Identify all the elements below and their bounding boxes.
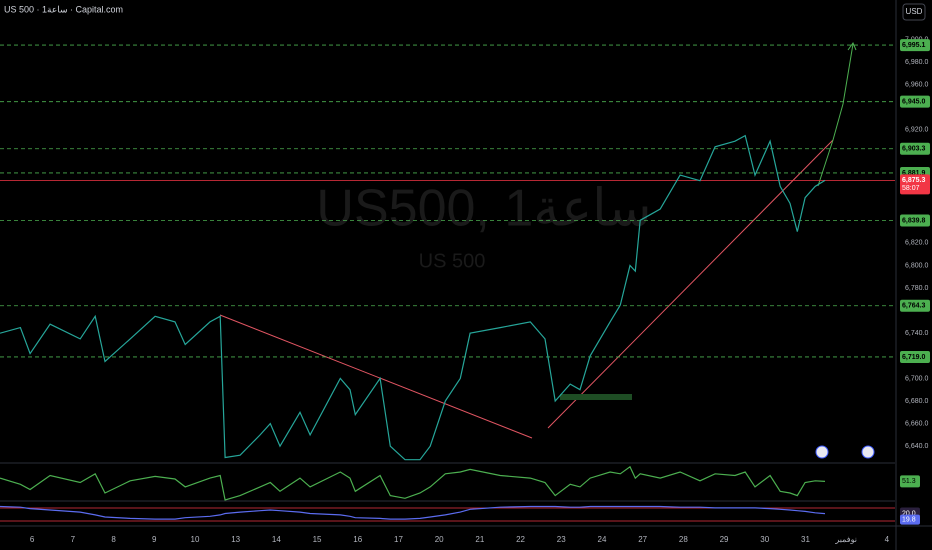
x-tick-label: 7 — [71, 535, 76, 544]
x-tick-label: 10 — [191, 535, 200, 544]
adx-level-label: 20.0 — [902, 510, 916, 517]
level-label: 6,903.3 — [902, 146, 925, 153]
trendline — [219, 314, 533, 439]
x-tick-label: 29 — [720, 535, 729, 544]
level-tag — [900, 214, 930, 227]
level-tag — [900, 350, 930, 363]
current-price-tag — [900, 174, 930, 195]
current-price-label: 6,875.3 — [902, 177, 925, 184]
y-tick-label: 6,640.0 — [905, 443, 928, 450]
oscillator-label: 51.3 — [902, 478, 916, 485]
trendline — [547, 139, 834, 429]
event-icon[interactable] — [861, 445, 875, 459]
x-tick-label: 8 — [111, 535, 116, 544]
adx-label: 19.8 — [902, 516, 916, 523]
watermark-sub: US 500 — [419, 250, 486, 272]
level-label: 6,995.1 — [902, 42, 925, 49]
symbol-title: US 500 · 1ساعة · Capital.com — [4, 4, 123, 14]
zone-box — [560, 394, 632, 400]
x-tick-label: 17 — [394, 535, 403, 544]
axes: 6 7 8 9 10 13 14 15 16 17 20 21 22 23 24 27 28 29 30 31 نوفم… — [30, 36, 930, 544]
price-pane — [0, 44, 895, 461]
event-icon[interactable] — [815, 445, 829, 459]
x-tick-label: 4 — [885, 535, 890, 544]
y-tick-label: 6,700.0 — [905, 375, 928, 382]
x-tick-label: 30 — [760, 535, 769, 544]
level-label: 6,764.3 — [902, 303, 925, 310]
x-tick-label: 22 — [516, 535, 525, 544]
level-label: 6,881.9 — [902, 170, 925, 177]
x-tick-label: 15 — [313, 535, 322, 544]
x-tick-label: 24 — [598, 535, 607, 544]
y-tick-label: 6,680.0 — [905, 398, 928, 405]
y-tick-label: 6,740.0 — [905, 330, 928, 337]
currency-label[interactable]: USD — [906, 7, 923, 16]
x-tick-label: 20 — [435, 535, 444, 544]
x-tick-label: 16 — [353, 535, 362, 544]
projection — [817, 43, 854, 187]
level-label: 6,945.0 — [902, 99, 925, 106]
x-tick-label: 23 — [557, 535, 566, 544]
countdown-label: 58:07 — [902, 185, 920, 192]
x-tick-label: 31 — [801, 535, 810, 544]
oscillator-tag — [900, 475, 920, 488]
level-tag — [900, 299, 930, 312]
x-tick-label: نوفمبر — [834, 535, 857, 544]
watermark: US500, 1ساعة — [316, 180, 651, 238]
level-label: 6,839.8 — [902, 217, 925, 224]
projection-arrow — [847, 41, 857, 51]
y-tick-label: 6,980.0 — [905, 59, 928, 66]
series-line — [0, 465, 826, 501]
y-tick-label: 6,960.0 — [905, 82, 928, 89]
y-tick-label: 6,800.0 — [905, 262, 928, 269]
y-tick-label: 6,660.0 — [905, 420, 928, 427]
oscillator-pane — [0, 465, 826, 501]
x-tick-label: 6 — [30, 535, 35, 544]
level-label: 6,719.0 — [902, 354, 925, 361]
x-tick-label: 27 — [638, 535, 647, 544]
y-tick-label: 6,820.0 — [905, 240, 928, 247]
series-line — [0, 505, 826, 520]
x-tick-label: 13 — [231, 535, 240, 544]
y-tick-label: 6,920.0 — [905, 127, 928, 134]
currency-button[interactable] — [902, 3, 926, 21]
adx-tag — [900, 514, 920, 525]
x-tick-label: 9 — [152, 535, 157, 544]
level-tag — [900, 142, 930, 155]
x-tick-label: 28 — [679, 535, 688, 544]
y-tick-label: 6,780.0 — [905, 285, 928, 292]
x-tick-label: 21 — [475, 535, 484, 544]
x-tick-label: 14 — [272, 535, 281, 544]
series-line — [0, 134, 826, 461]
level-tag — [900, 95, 930, 108]
level-tag — [900, 39, 930, 52]
adx-pane — [0, 505, 826, 520]
